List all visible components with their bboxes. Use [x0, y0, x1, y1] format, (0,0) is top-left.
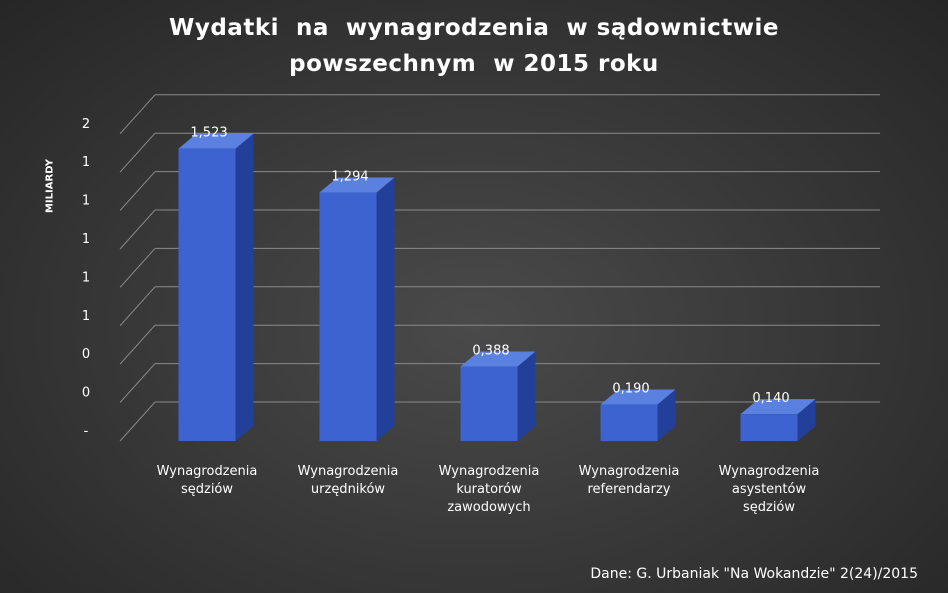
category-label-line: Wynagrodzenia — [157, 464, 258, 479]
data-labels: 1,523 1,294 0,388 0,190 0,140 — [190, 126, 789, 407]
gridline-depth — [119, 324, 156, 365]
category-label-line: asystentów — [732, 482, 807, 497]
gridline-depth — [119, 94, 156, 135]
source-note: Dane: G. Urbaniak "Na Wokandzie" 2(24)/2… — [590, 566, 918, 582]
bar-side — [797, 399, 816, 441]
category-label: Wynagrodzenia urzędników — [298, 464, 399, 497]
y-tick-label: 1 — [82, 155, 90, 170]
y-tick-label: 1 — [82, 309, 90, 324]
bar-side — [235, 133, 254, 442]
category-label-line: sędziów — [743, 500, 795, 515]
category-label-line: Wynagrodzenia — [298, 464, 399, 479]
category-label-line: Wynagrodzenia — [719, 464, 820, 479]
chart-title: Wydatki na wynagrodzenia w sądownictwie … — [0, 10, 948, 82]
category-label: Wynagrodzenia asystentów sędziów — [719, 464, 820, 515]
chart-title-line-1: Wydatki na wynagrodzenia w sądownictwie — [168, 15, 780, 41]
data-label: 0,140 — [752, 391, 789, 406]
category-label-line: referendarzy — [587, 482, 670, 497]
category-label-line: urzędników — [311, 482, 386, 497]
gridline-depth — [119, 132, 156, 173]
bar-top — [178, 133, 254, 149]
bar — [600, 389, 676, 441]
category-labels: Wynagrodzenia sędziów Wynagrodzenia urzędni… — [157, 464, 820, 515]
data-label: 0,190 — [612, 382, 649, 397]
y-tick-label: 0 — [82, 347, 90, 362]
category-label-line: zawodowych — [447, 500, 530, 515]
bar-front — [319, 192, 377, 441]
y-tick-label: 2 — [82, 117, 90, 132]
bar-top — [740, 399, 816, 415]
gridline-depth — [119, 171, 156, 211]
data-label: 1,523 — [190, 126, 227, 141]
bar-side — [517, 351, 536, 441]
y-tick-label: 0 — [82, 386, 90, 401]
category-label: Wynagrodzenia sędziów — [157, 464, 258, 497]
y-tick-label: 1 — [82, 194, 90, 209]
data-label: 1,294 — [331, 170, 368, 185]
y-tick-label: 1 — [82, 232, 90, 247]
gridline-depth — [119, 248, 156, 288]
bar-front — [178, 148, 236, 442]
category-label-line: Wynagrodzenia — [579, 464, 680, 479]
gridline-depth — [119, 401, 156, 442]
category-label: Wynagrodzenia kuratorów zawodowych — [439, 464, 540, 515]
y-tick-label: - — [84, 424, 89, 439]
gridline-depth — [119, 363, 156, 403]
bar-top — [319, 177, 395, 193]
gridline-depth — [119, 209, 156, 250]
bar — [460, 351, 536, 441]
category-label-line: Wynagrodzenia — [439, 464, 540, 479]
category-label-line: kuratorów — [456, 482, 522, 497]
gridline-depth — [119, 286, 156, 327]
bar-front — [600, 404, 658, 441]
bar-front — [740, 414, 798, 441]
bars — [178, 133, 816, 442]
category-label: Wynagrodzenia referendarzy — [579, 464, 680, 497]
bar-side — [657, 389, 676, 441]
bar-top — [600, 389, 676, 405]
bar-side — [376, 177, 395, 441]
data-label: 0,388 — [472, 344, 509, 359]
y-axis-ticks: - 0 0 1 1 1 1 1 2 — [82, 117, 90, 439]
chart-title-line-2: powszechnym w 2015 roku — [289, 51, 659, 77]
bar — [319, 177, 395, 441]
bar — [740, 399, 816, 441]
bar — [178, 133, 254, 442]
bar-top — [460, 351, 536, 367]
bar-front — [460, 366, 518, 441]
category-label-line: sędziów — [181, 482, 233, 497]
y-tick-label: 1 — [82, 270, 90, 285]
